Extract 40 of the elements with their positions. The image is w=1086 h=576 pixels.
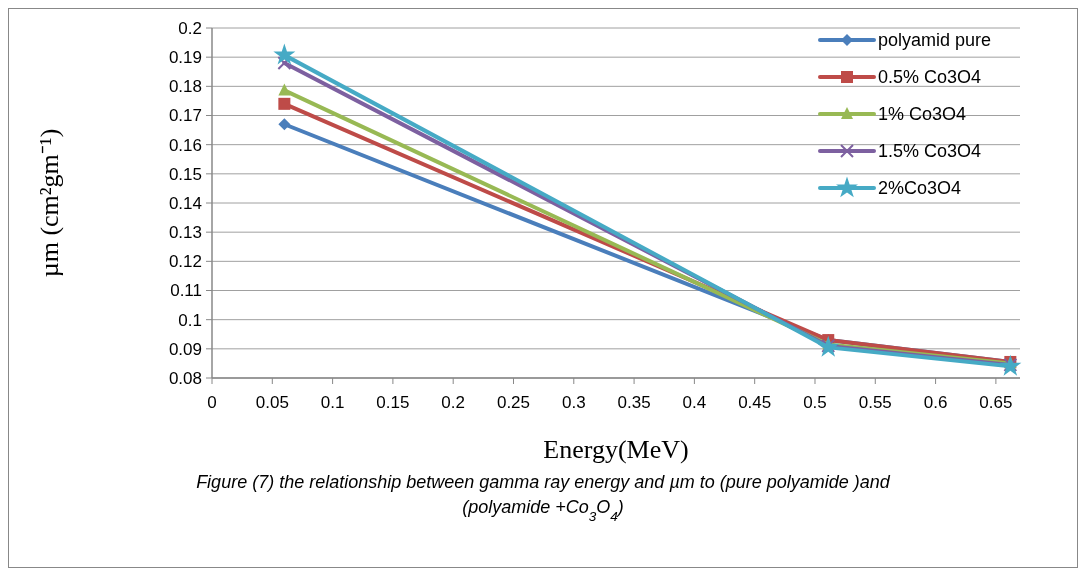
x-tick-label: 0.55 [858,393,892,412]
legend-label: 0.5% Co3O4 [878,67,982,88]
point [278,83,291,96]
y-tick-label: 0.2 [178,18,202,38]
x-tick-label: 0.45 [738,393,772,412]
legend-label: 1% Co3O4 [878,104,967,125]
y-tick-label: 0.14 [168,193,202,213]
y-tick-label: 0.08 [168,368,202,388]
y-tick-label: 0.17 [168,106,202,126]
x-tick-label: 0.15 [376,393,410,412]
y-tick-label: 0.09 [168,339,202,359]
x-tick-label: 0.35 [617,393,651,412]
legend-label: polyamid pure [878,30,992,51]
y-tick-label: 0.11 [170,281,202,301]
y-tick-label: 0.13 [168,223,202,243]
y-tick-label: 0.12 [168,252,202,272]
point [278,97,291,110]
legend-label: 1.5% Co3O4 [878,141,982,162]
y-tick-label: 0.1 [178,310,202,330]
text: Figure (7) the relationship between gamma ray energy and µm to (pure polyamide )and (polyamide +Co$_{3}$O$_{4}$) [196,472,891,524]
y-tick-label: 0.16 [168,135,202,155]
x-tick-label: 0.25 [496,393,531,412]
x-tick-label: 0.1 [320,393,345,412]
y-tick-label: 0.19 [168,48,202,68]
point [278,118,291,131]
x-tick-label: 0.3 [561,393,586,412]
y-axis-title: µm (cm²gm⁻¹) [35,128,64,278]
x-axis-title: Energy(MeV) [543,435,689,464]
x-tick-label: 0.05 [255,393,289,412]
y-tick-label: 0.18 [168,77,202,97]
legend-label: 2%Co3O4 [878,178,962,199]
x-tick-label: 0.5 [803,393,827,412]
x-tick-label: 0.4 [682,393,707,412]
x-tick-label: 0.6 [923,393,948,412]
x-tick-label: 0.65 [979,393,1013,412]
point [273,43,296,65]
y-tick-label: 0.15 [168,164,202,184]
x-tick-label: 0 [207,393,217,412]
point [277,56,292,70]
x-tick-label: 0.2 [441,393,466,412]
